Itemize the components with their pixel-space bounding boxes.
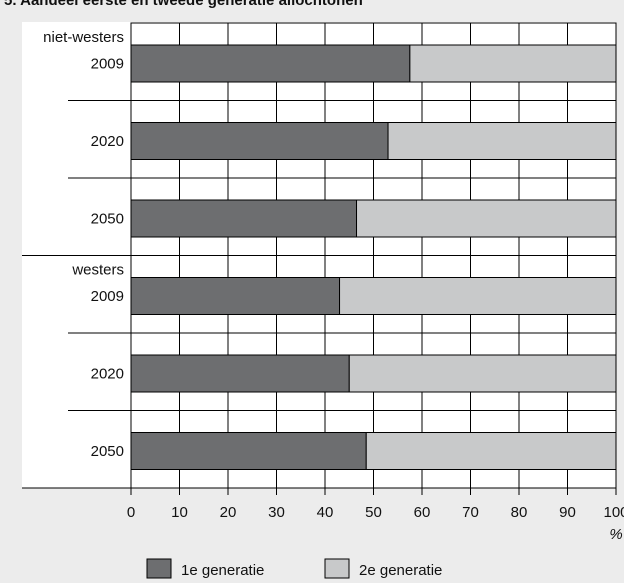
y-tick-label: 2050: [91, 443, 124, 460]
bar-segment: [130, 44, 411, 83]
x-unit: %: [609, 526, 622, 543]
y-tick-label: 2020: [91, 365, 124, 382]
x-tick-label: 70: [462, 504, 479, 521]
x-tick-label: 100: [603, 504, 624, 521]
x-tick-label: 80: [511, 504, 528, 521]
legend-label: 1e generatie: [181, 562, 264, 579]
y-tick-label: 2009: [91, 55, 124, 72]
x-tick-label: 40: [317, 504, 334, 521]
legend-swatch: [146, 558, 172, 579]
y-tick-label: 2009: [91, 288, 124, 305]
x-tick-label: 0: [127, 504, 135, 521]
bar-segment: [365, 432, 617, 470]
x-tick-label: 60: [414, 504, 431, 521]
legend-label: 2e generatie: [359, 562, 442, 579]
bar-segment: [356, 199, 617, 238]
bar-segment: [348, 354, 617, 393]
bar-segment: [130, 199, 358, 238]
bar-segment: [130, 354, 350, 393]
group-label: niet-westers: [43, 29, 124, 46]
bar-segment: [130, 122, 389, 160]
bar-segment: [387, 122, 617, 160]
x-tick-label: 30: [268, 504, 285, 521]
bar-segment: [130, 277, 341, 315]
group-label: westers: [71, 261, 124, 278]
y-tick-label: 2020: [91, 133, 124, 150]
x-tick-label: 10: [171, 504, 188, 521]
bar-segment: [339, 277, 617, 315]
x-tick-label: 20: [220, 504, 237, 521]
chart-title: 5. Aandeel eerste en tweede generatie al…: [4, 0, 363, 9]
y-tick-label: 2050: [91, 210, 124, 227]
x-tick-label: 90: [559, 504, 576, 521]
bar-segment: [130, 432, 367, 470]
bar-segment: [409, 44, 617, 83]
legend-swatch: [324, 558, 350, 579]
x-tick-label: 50: [365, 504, 382, 521]
